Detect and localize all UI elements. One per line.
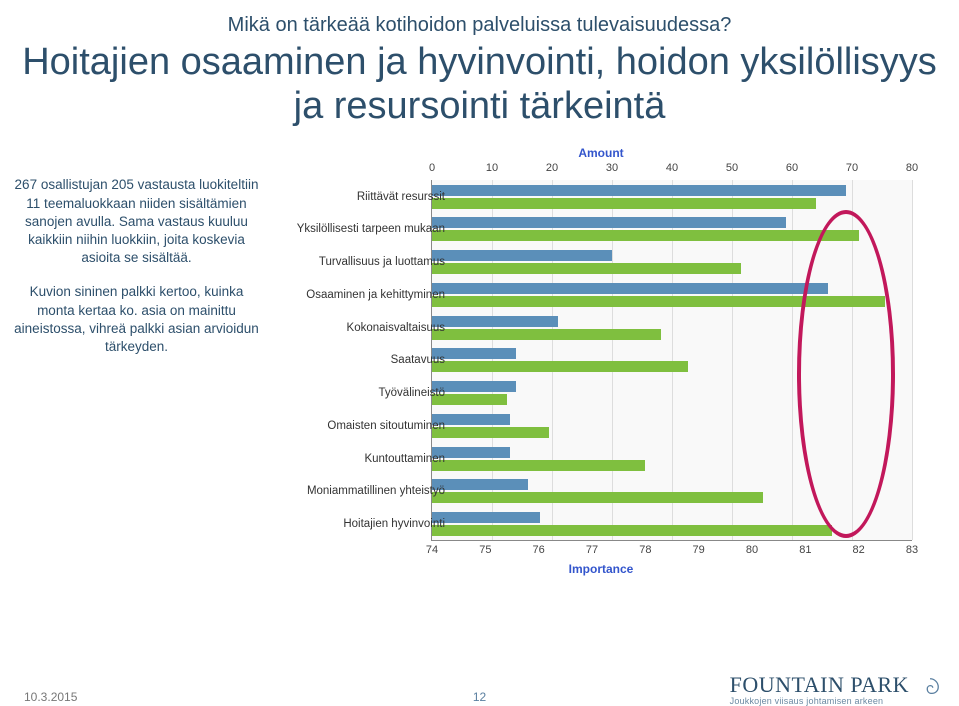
- bar-importance: [432, 230, 859, 241]
- category-label: Omaisten sitoutuminen: [327, 420, 445, 432]
- bar-amount: [432, 283, 828, 294]
- tick-bottom: 74: [426, 544, 438, 556]
- footer-page-number: 12: [473, 690, 486, 704]
- bar-chart: Amount 0 10 20 30 40 50 60 70 80 74 75 76 77 78 79 80 81…: [271, 146, 931, 576]
- tick-top: 20: [546, 162, 558, 174]
- category-label: Osaaminen ja kehittyminen: [306, 289, 445, 301]
- subtitle: Mikä on tärkeää kotihoidon palveluissa t…: [0, 14, 959, 37]
- axis-label-amount: Amount: [578, 146, 623, 160]
- tick-top: 60: [786, 162, 798, 174]
- category-label: Kuntouttaminen: [364, 453, 445, 465]
- bar-importance: [432, 525, 832, 536]
- description-p2: Kuvion sininen palkki kertoo, kuinka mon…: [14, 283, 259, 356]
- category-label: Riittävät resurssit: [357, 191, 445, 203]
- bar-importance: [432, 329, 661, 340]
- bar-amount: [432, 217, 786, 228]
- description-column: 267 osallistujan 205 vastausta luokitelt…: [0, 146, 267, 372]
- tick-bottom: 78: [639, 544, 651, 556]
- category-label: Turvallisuus ja luottamus: [319, 256, 445, 268]
- tick-top: 10: [486, 162, 498, 174]
- bar-importance: [432, 492, 763, 503]
- bar-importance: [432, 263, 741, 274]
- tick-top: 80: [906, 162, 918, 174]
- category-label: Hoitajien hyvinvointi: [343, 518, 445, 530]
- bar-importance: [432, 427, 549, 438]
- bar-importance: [432, 460, 645, 471]
- category-label: Saatavuus: [391, 354, 445, 366]
- logo-main-text: FOUNTAIN PARK: [730, 672, 909, 697]
- tick-bottom: 82: [853, 544, 865, 556]
- logo-swirl-icon: [919, 676, 941, 698]
- bar-amount: [432, 185, 846, 196]
- category-label: Moniammatillinen yhteistyö: [307, 485, 445, 497]
- bar-importance: [432, 361, 688, 372]
- bar-importance: [432, 198, 816, 209]
- category-label: Yksilöllisesti tarpeen mukaan: [297, 223, 445, 235]
- tick-bottom: 83: [906, 544, 918, 556]
- axis-label-importance: Importance: [569, 562, 634, 576]
- tick-top: 50: [726, 162, 738, 174]
- footer-date: 10.3.2015: [24, 690, 77, 704]
- description-p1: 267 osallistujan 205 vastausta luokitelt…: [14, 176, 259, 267]
- tick-bottom: 76: [533, 544, 545, 556]
- bar-amount: [432, 250, 612, 261]
- bar-amount: [432, 479, 528, 490]
- category-label: Työvälineistö: [379, 387, 445, 399]
- tick-top: 70: [846, 162, 858, 174]
- tick-top: 40: [666, 162, 678, 174]
- tick-bottom: 75: [479, 544, 491, 556]
- category-label: Kokonaisvaltaisuus: [347, 322, 445, 334]
- tick-bottom: 80: [746, 544, 758, 556]
- tick-bottom: 77: [586, 544, 598, 556]
- bar-amount: [432, 316, 558, 327]
- content-row: 267 osallistujan 205 vastausta luokitelt…: [0, 146, 959, 576]
- bar-amount: [432, 512, 540, 523]
- page-title: Hoitajien osaaminen ja hyvinvointi, hoid…: [8, 41, 951, 128]
- tick-top: 30: [606, 162, 618, 174]
- tick-bottom: 79: [693, 544, 705, 556]
- tick-top: 0: [429, 162, 435, 174]
- tick-bottom: 81: [799, 544, 811, 556]
- logo-text: FOUNTAIN PARK: [730, 672, 941, 698]
- footer-logo: FOUNTAIN PARK Joukkojen viisaus johtamis…: [730, 672, 941, 706]
- footer: 10.3.2015 12 FOUNTAIN PARK Joukkojen vii…: [0, 670, 959, 706]
- highlight-oval: [797, 210, 895, 538]
